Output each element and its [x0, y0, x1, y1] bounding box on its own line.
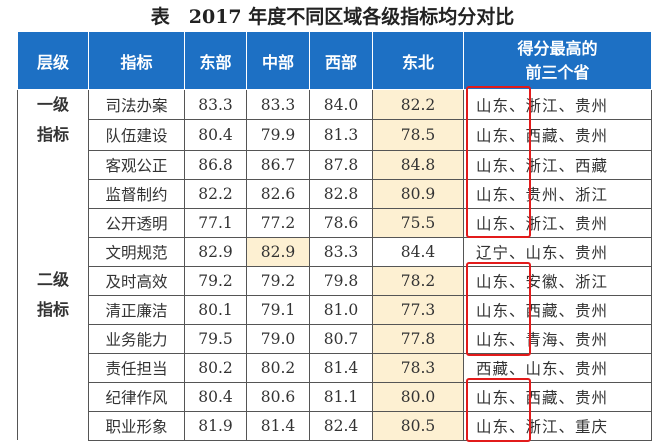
header-indicator: 指标	[88, 31, 185, 90]
cell-central: 79.9	[246, 119, 310, 151]
table-row: 一级 指标 司法办案 83.3 83.3 84.0 82.2 山东、浙江、贵州	[17, 88, 652, 150]
header-top3-line2: 前三个省	[525, 62, 590, 82]
cell-indicator: 清正廉洁	[88, 294, 185, 325]
cell-central: 82.9	[246, 236, 310, 267]
cell-northeast: 84.4	[372, 236, 464, 267]
table-row: 文明规范 82.9 82.9 83.3 84.4 辽宁、山东、贵州	[18, 236, 652, 267]
cell-east: 79.2	[184, 265, 247, 296]
cell-indicator: 文明规范	[88, 236, 185, 267]
cell-east: 86.8	[184, 149, 247, 180]
cell-indicator: 职业形象	[88, 410, 185, 441]
cell-west: 82.8	[309, 178, 373, 209]
cell-indicator: 业务能力	[88, 323, 185, 354]
cell-east: 80.4	[184, 119, 247, 151]
cell-indicator: 及时高效	[88, 265, 185, 296]
table-row: 责任担当 80.2 80.2 81.4 78.3 西藏、山东、贵州	[18, 352, 652, 383]
cell-central: 86.7	[246, 149, 310, 180]
cell-central: 80.6	[246, 381, 310, 412]
cell-northeast: 82.2	[372, 88, 464, 121]
table-title: 表 2017 年度不同区域各级指标均分对比	[150, 6, 515, 28]
cell-indicator: 公开透明	[88, 207, 185, 238]
cell-northeast: 80.0	[372, 381, 464, 412]
cell-east: 83.3	[184, 88, 247, 121]
cell-west: 81.0	[309, 294, 373, 325]
cell-northeast: 78.2	[372, 265, 464, 296]
cell-central: 81.4	[246, 410, 310, 441]
cell-central: 83.3	[246, 88, 310, 121]
cell-top3: 山东、浙江、西藏	[463, 149, 652, 180]
table-row: 职业形象 81.9 81.4 82.4 80.5 山东、浙江、重庆	[18, 410, 652, 441]
header-east: 东部	[184, 31, 247, 90]
cell-west: 82.4	[309, 410, 373, 441]
cell-top3: 山东、安徽、浙江	[463, 265, 652, 296]
cell-northeast: 80.9	[372, 178, 464, 209]
cell-top3: 山东、西藏、贵州	[463, 119, 652, 151]
cell-central: 77.2	[246, 207, 310, 238]
header-top3-line1: 得分最高的	[517, 38, 598, 58]
cell-indicator: 队伍建设	[88, 119, 185, 151]
cell-indicator: 责任担当	[88, 352, 185, 383]
header-central: 中部	[246, 31, 310, 90]
cell-east: 77.1	[184, 207, 247, 238]
level-cell: 一级 指标	[17, 89, 89, 150]
header-west: 西部	[309, 31, 373, 90]
cell-east: 80.4	[184, 381, 247, 412]
header-level: 层级	[17, 31, 89, 90]
table-row: 清正廉洁 80.1 79.1 81.0 77.3 山东、西藏、贵州	[18, 294, 652, 325]
cell-northeast: 77.3	[372, 294, 464, 325]
cell-west: 84.0	[309, 88, 373, 121]
cell-indicator: 客观公正	[88, 149, 185, 180]
cell-central: 79.0	[246, 323, 310, 354]
cell-indicator: 司法办案	[88, 88, 185, 121]
table-row: 公开透明 77.1 77.2 78.6 75.5 山东、浙江、贵州	[18, 207, 652, 238]
cell-west: 78.6	[309, 207, 373, 238]
cell-central: 79.1	[246, 294, 310, 325]
cell-top3: 山东、浙江、贵州	[463, 207, 652, 238]
table-row: 二级 指标 客观公正 86.8 86.7 87.8 84.8 山东、浙江、西藏	[17, 149, 652, 440]
cell-northeast: 77.8	[372, 323, 464, 354]
table-row: 监督制约 82.2 82.6 82.8 80.9 山东、贵州、浙江	[18, 178, 652, 209]
cell-west: 81.3	[309, 119, 373, 151]
header-northeast: 东北	[372, 31, 464, 90]
cell-east: 80.1	[184, 294, 247, 325]
cell-top3: 山东、西藏、贵州	[463, 294, 652, 325]
cell-west: 79.8	[309, 265, 373, 296]
cell-east: 82.2	[184, 178, 247, 209]
score-table: 层级 指标 东部 中部 西部 东北 得分最高的 前三个省 一级 指标 司法办案 83.…	[17, 31, 652, 441]
cell-west: 83.3	[309, 236, 373, 267]
cell-indicator: 监督制约	[88, 178, 185, 209]
table-row: 及时高效 79.2 79.2 79.8 78.2 山东、安徽、浙江	[18, 265, 652, 296]
cell-northeast: 80.5	[372, 410, 464, 441]
table-row: 业务能力 79.5 79.0 80.7 77.8 山东、青海、贵州	[18, 323, 652, 354]
cell-west: 81.1	[309, 381, 373, 412]
cell-central: 79.2	[246, 265, 310, 296]
cell-top3: 山东、西藏、贵州	[463, 381, 652, 412]
cell-top3: 山东、浙江、重庆	[463, 410, 652, 441]
cell-west: 87.8	[309, 149, 373, 180]
cell-west: 81.4	[309, 352, 373, 383]
level-cell: 二级 指标	[17, 150, 89, 440]
cell-top3: 山东、贵州、浙江	[463, 178, 652, 209]
cell-northeast: 84.8	[372, 149, 464, 180]
cell-east: 81.9	[184, 410, 247, 441]
cell-central: 80.2	[246, 352, 310, 383]
header-row: 层级 指标 东部 中部 西部 东北 得分最高的前三个省	[17, 31, 652, 90]
cell-indicator: 纪律作风	[88, 381, 185, 412]
cell-northeast: 78.3	[372, 352, 464, 383]
cell-top3: 山东、青海、贵州	[463, 323, 652, 354]
cell-central: 82.6	[246, 178, 310, 209]
cell-west: 80.7	[309, 323, 373, 354]
cell-top3: 西藏、山东、贵州	[463, 352, 652, 383]
cell-east: 80.2	[184, 352, 247, 383]
cell-east: 82.9	[184, 236, 247, 267]
table-row: 队伍建设 80.4 79.9 81.3 78.5 山东、西藏、贵州	[18, 119, 652, 151]
header-top3: 得分最高的 前三个省	[463, 31, 652, 90]
table-row: 纪律作风 80.4 80.6 81.1 80.0 山东、西藏、贵州	[18, 381, 652, 412]
cell-top3: 辽宁、山东、贵州	[463, 236, 652, 267]
cell-east: 79.5	[184, 323, 247, 354]
cell-northeast: 75.5	[372, 207, 464, 238]
cell-top3: 山东、浙江、贵州	[463, 88, 652, 121]
cell-northeast: 78.5	[372, 119, 464, 151]
